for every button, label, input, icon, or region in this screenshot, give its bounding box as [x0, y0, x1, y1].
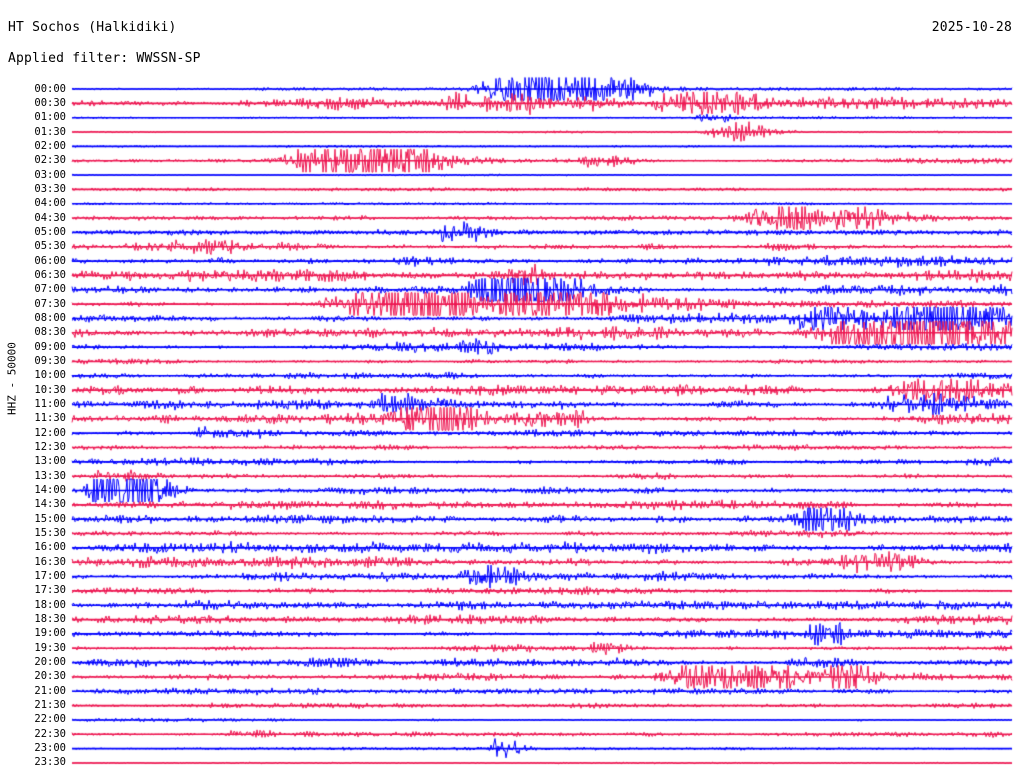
filter-label: Applied filter: WWSSN-SP	[8, 51, 201, 66]
seismic-traces-canvas	[0, 76, 1024, 776]
helicorder-plot: 00:0000:3001:0001:3002:0002:3003:0003:30…	[0, 76, 1024, 776]
page-title: HT Sochos (Halkidiki)	[8, 20, 177, 35]
date-label: 2025-10-28	[931, 20, 1012, 35]
